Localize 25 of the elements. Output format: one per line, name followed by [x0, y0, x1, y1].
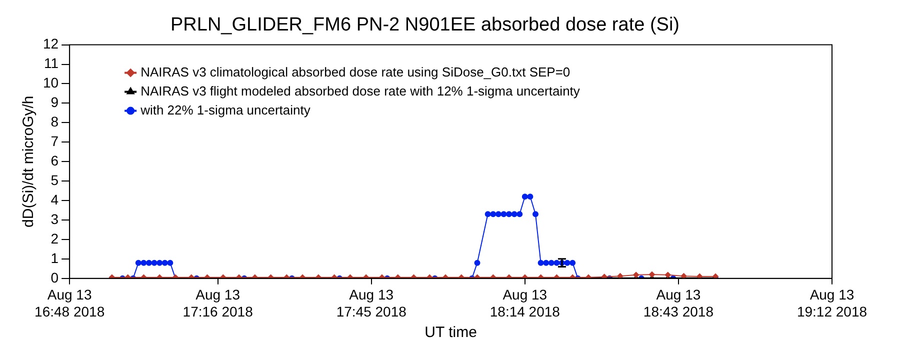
y-tick-label: 11	[44, 55, 59, 72]
y-tick-label: 9	[50, 94, 59, 110]
x-tick-label: Aug 13 19:12 2018	[796, 286, 868, 320]
y-tick-label: 8	[50, 114, 59, 130]
y-tick-label: 6	[50, 152, 59, 168]
y-tick-label: 4	[50, 191, 59, 208]
x-tick-label: Aug 13 16:48 2018	[34, 286, 105, 320]
y-axis-title: dD(Si)/dt microGy/h	[20, 96, 38, 228]
chart-title: PRLN_GLIDER_FM6 PN-2 N901EE absorbed dose rate (Si)	[170, 14, 680, 36]
x-tick-label: Aug 13 17:45 2018	[336, 286, 407, 320]
x-axis-title: UT time	[424, 324, 477, 342]
y-tick-label: 10	[42, 74, 59, 91]
y-tick-label: 5	[50, 172, 59, 188]
legend-label: with 22% 1-sigma uncertainty	[140, 102, 311, 118]
y-tick-label: 1	[50, 250, 59, 266]
y-tick-label: 0	[50, 269, 59, 286]
x-tick-label: Aug 13 18:43 2018	[643, 286, 714, 320]
y-tick-label: 2	[50, 230, 59, 246]
x-tick-label: Aug 13 18:14 2018	[490, 286, 560, 320]
legend-label: NAIRAS v3 climatological absorbed dose rate using SiDose_G0.txt SEP=0	[140, 64, 570, 80]
y-tick-label: 3	[50, 210, 59, 227]
y-tick-label: 7	[50, 132, 59, 149]
legend-label: NAIRAS v3 flight modeled absorbed dose rate with 12% 1-sigma uncertainty	[140, 83, 580, 98]
x-tick-label: Aug 13 17:16 2018	[182, 286, 254, 320]
y-tick-label: 12	[42, 36, 59, 52]
